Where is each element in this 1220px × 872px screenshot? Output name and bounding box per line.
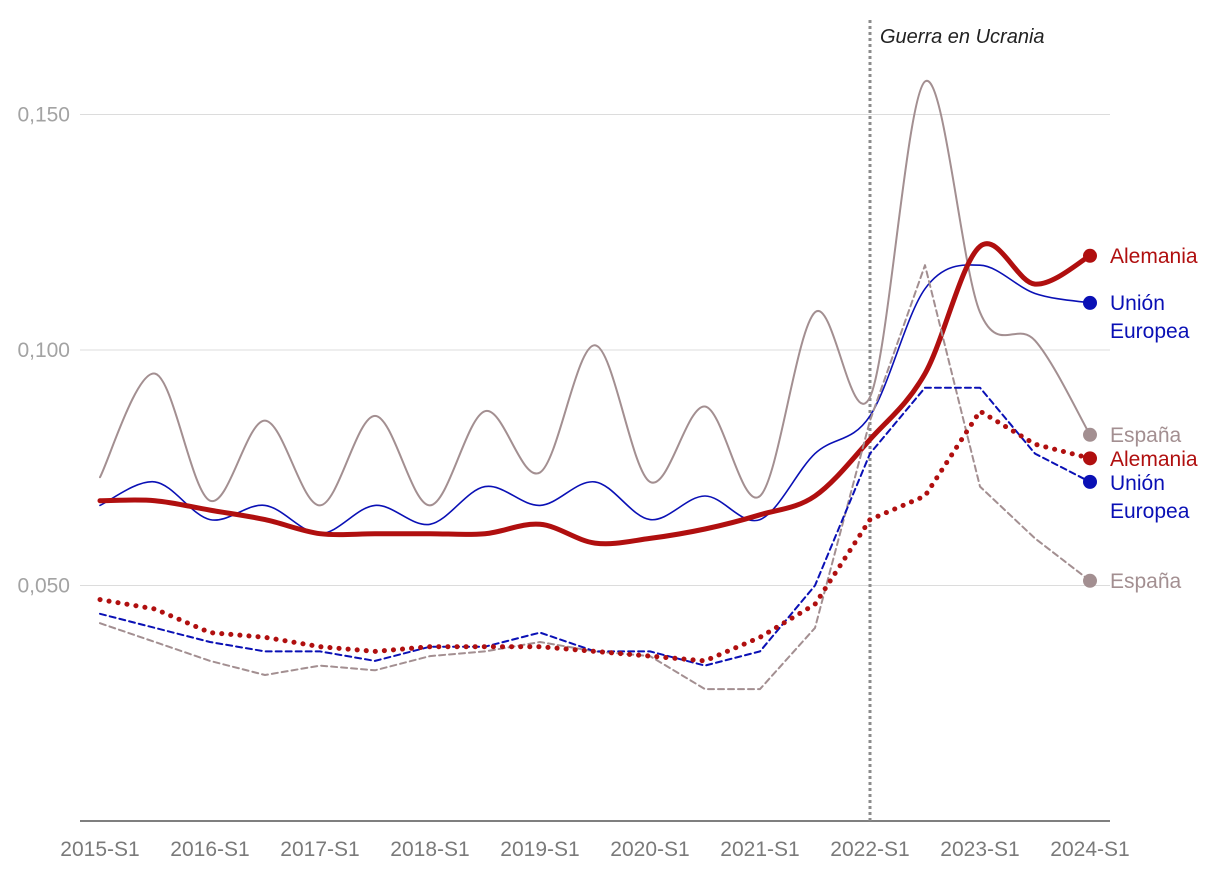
endpoint-dot-espana-dashed bbox=[1083, 573, 1097, 588]
end-label-ue-dashed: Unión bbox=[1110, 472, 1165, 495]
x-tick-label: 2018-S1 bbox=[390, 838, 469, 861]
series-line-ue-solid bbox=[99, 264, 1091, 535]
x-tick-label: 2017-S1 bbox=[280, 838, 359, 861]
series-line-espana-dashed bbox=[99, 264, 1091, 691]
y-tick-label: 0,100 bbox=[17, 339, 70, 362]
x-tick-label: 2016-S1 bbox=[170, 838, 249, 861]
series-line-alemania-solid bbox=[97, 241, 1093, 547]
x-tick-label: 2020-S1 bbox=[610, 838, 689, 861]
series-end-labels: AlemaniaUniónEuropeaEspañaAlemaniaUniónE… bbox=[1110, 245, 1198, 593]
x-tick-label: 2019-S1 bbox=[500, 838, 579, 861]
end-label-alemania-dotted: Alemania bbox=[1110, 448, 1198, 471]
x-tick-label: 2023-S1 bbox=[940, 838, 1019, 861]
x-axis-ticks: 2015-S1 2016-S1 2017-S1 2018-S1 2019-S1 2020-… bbox=[60, 838, 1129, 861]
end-label-espana-dashed: España bbox=[1110, 570, 1182, 593]
endpoint-dot-alemania-solid bbox=[1083, 248, 1097, 263]
end-label-ue-dashed: Europea bbox=[1110, 500, 1190, 523]
x-tick-label: 2015-S1 bbox=[60, 838, 139, 861]
war-annotation: Guerra en Ucrania bbox=[868, 20, 1045, 821]
series-lines bbox=[97, 80, 1093, 691]
end-label-alemania-solid: Alemania bbox=[1110, 245, 1198, 268]
gridlines bbox=[80, 114, 1110, 586]
end-label-ue-solid: Europea bbox=[1110, 320, 1190, 343]
endpoint-dot-ue-dashed bbox=[1083, 474, 1097, 489]
series-line-espana-solid bbox=[99, 80, 1091, 507]
series-endpoints bbox=[1083, 248, 1097, 588]
x-tick-label: 2024-S1 bbox=[1050, 838, 1129, 861]
x-tick-label: 2021-S1 bbox=[720, 838, 799, 861]
series-line-ue-dashed bbox=[99, 386, 1091, 667]
endpoint-dot-espana-solid bbox=[1083, 427, 1097, 442]
y-axis-ticks: 0,050 0,100 0,150 bbox=[17, 104, 70, 598]
endpoint-dot-ue-solid bbox=[1083, 295, 1097, 310]
x-tick-label: 2022-S1 bbox=[830, 838, 909, 861]
series-line-alemania-dotted bbox=[97, 408, 1093, 664]
end-label-ue-solid: Unión bbox=[1110, 292, 1165, 315]
end-label-espana-solid: España bbox=[1110, 424, 1182, 447]
y-tick-label: 0,150 bbox=[17, 104, 70, 127]
endpoint-dot-alemania-dotted bbox=[1083, 451, 1097, 466]
y-tick-label: 0,050 bbox=[17, 575, 70, 598]
annotation-label: Guerra en Ucrania bbox=[880, 26, 1045, 48]
